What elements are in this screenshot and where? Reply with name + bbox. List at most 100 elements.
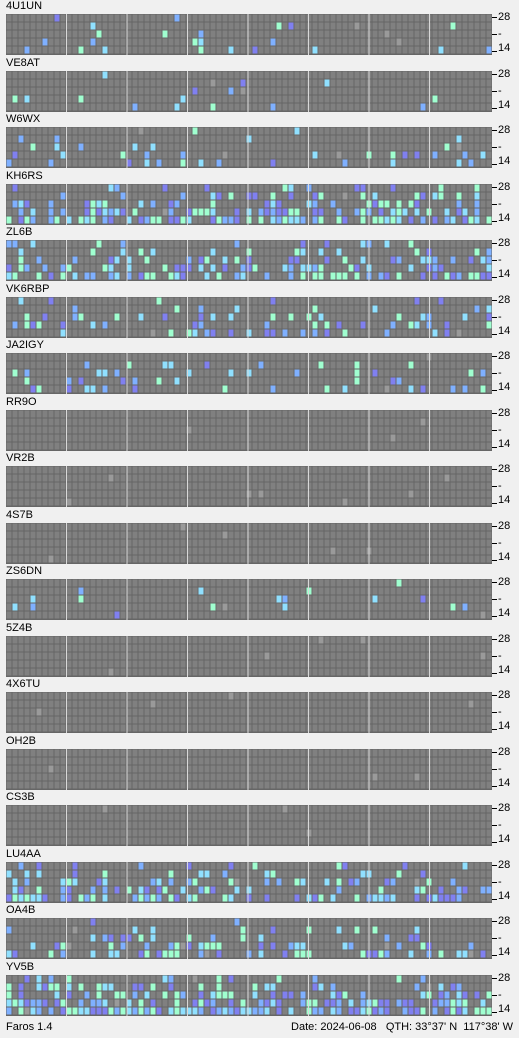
grid-cell — [282, 248, 288, 256]
grid-cell — [168, 71, 174, 79]
grid-cell — [330, 22, 336, 30]
grid-cell — [228, 644, 234, 652]
grid-cell — [450, 595, 456, 603]
grid-cell — [78, 644, 84, 652]
grid-cell — [246, 531, 252, 539]
grid-cell — [264, 369, 270, 377]
grid-cell — [360, 305, 366, 313]
grid-cell — [414, 46, 420, 54]
grid-cell — [30, 385, 36, 393]
grid-cell — [84, 539, 90, 547]
grid-cell — [66, 531, 72, 539]
grid-cell — [180, 151, 186, 159]
grid-cell — [234, 216, 240, 224]
grid-cell — [438, 555, 444, 563]
grid-cell — [282, 135, 288, 143]
propagation-cells — [6, 184, 492, 225]
grid-cell — [6, 353, 12, 361]
grid-cell — [468, 87, 474, 95]
grid-cell — [102, 611, 108, 619]
grid-cell — [324, 305, 330, 313]
grid-cell — [222, 482, 228, 490]
grid-cell — [132, 410, 138, 418]
grid-cell — [486, 466, 492, 474]
grid-cell — [186, 30, 192, 38]
grid-cell — [372, 531, 378, 539]
grid-cell — [420, 418, 426, 426]
grid-cell — [192, 305, 198, 313]
grid-cell — [294, 539, 300, 547]
grid-cell — [60, 611, 66, 619]
grid-cell — [90, 208, 96, 216]
grid-cell — [384, 200, 390, 208]
grid-cell — [198, 143, 204, 151]
grid-cell — [402, 305, 408, 313]
grid-cell — [288, 361, 294, 369]
grid-cell — [222, 248, 228, 256]
grid-cell — [84, 159, 90, 167]
grid-cell — [438, 361, 444, 369]
grid-cell — [318, 369, 324, 377]
grid-cell — [192, 385, 198, 393]
grid-cell — [132, 87, 138, 95]
grid-cell — [234, 103, 240, 111]
grid-cell — [396, 587, 402, 595]
grid-cell — [102, 660, 108, 668]
grid-cell — [408, 22, 414, 30]
grid-cell — [270, 22, 276, 30]
grid-cell — [468, 418, 474, 426]
grid-cell — [474, 361, 480, 369]
grid-cell — [204, 272, 210, 280]
grid-cell — [336, 660, 342, 668]
grid-cell — [36, 329, 42, 337]
grid-cell — [156, 531, 162, 539]
grid-cell — [36, 30, 42, 38]
grid-cell — [468, 46, 474, 54]
grid-cell — [300, 636, 306, 644]
grid-cell — [12, 434, 18, 442]
grid-cell — [150, 482, 156, 490]
grid-cell — [288, 490, 294, 498]
grid-cell — [36, 14, 42, 22]
grid-cell — [450, 297, 456, 305]
grid-cell — [12, 305, 18, 313]
grid-cell — [60, 603, 66, 611]
grid-cell — [114, 313, 120, 321]
grid-cell — [342, 256, 348, 264]
grid-cell — [96, 644, 102, 652]
grid-cell — [174, 579, 180, 587]
grid-cell — [234, 660, 240, 668]
grid-cell — [66, 184, 72, 192]
grid-cell — [150, 38, 156, 46]
grid-cell — [300, 103, 306, 111]
grid-cell — [462, 22, 468, 30]
grid-cell — [342, 377, 348, 385]
grid-cell — [396, 272, 402, 280]
grid-cell — [300, 361, 306, 369]
grid-cell — [120, 30, 126, 38]
grid-cell — [336, 200, 342, 208]
grid-cell — [42, 22, 48, 30]
grid-cell — [252, 353, 258, 361]
grid-cell — [96, 579, 102, 587]
grid-cell — [444, 539, 450, 547]
grid-cell — [210, 79, 216, 87]
grid-cell — [216, 264, 222, 272]
grid-cell — [420, 192, 426, 200]
grid-cell — [468, 95, 474, 103]
band-axis: 28-14 — [492, 294, 519, 338]
grid-cell — [246, 434, 252, 442]
grid-cell — [438, 426, 444, 434]
grid-cell — [348, 321, 354, 329]
grid-cell — [258, 418, 264, 426]
grid-cell — [180, 264, 186, 272]
grid-cell — [312, 353, 318, 361]
grid-cell — [300, 587, 306, 595]
grid-cell — [456, 184, 462, 192]
grid-cell — [300, 377, 306, 385]
grid-cell — [186, 272, 192, 280]
grid-cell — [330, 660, 336, 668]
grid-cell — [186, 434, 192, 442]
grid-cell — [168, 305, 174, 313]
grid-cell — [240, 272, 246, 280]
